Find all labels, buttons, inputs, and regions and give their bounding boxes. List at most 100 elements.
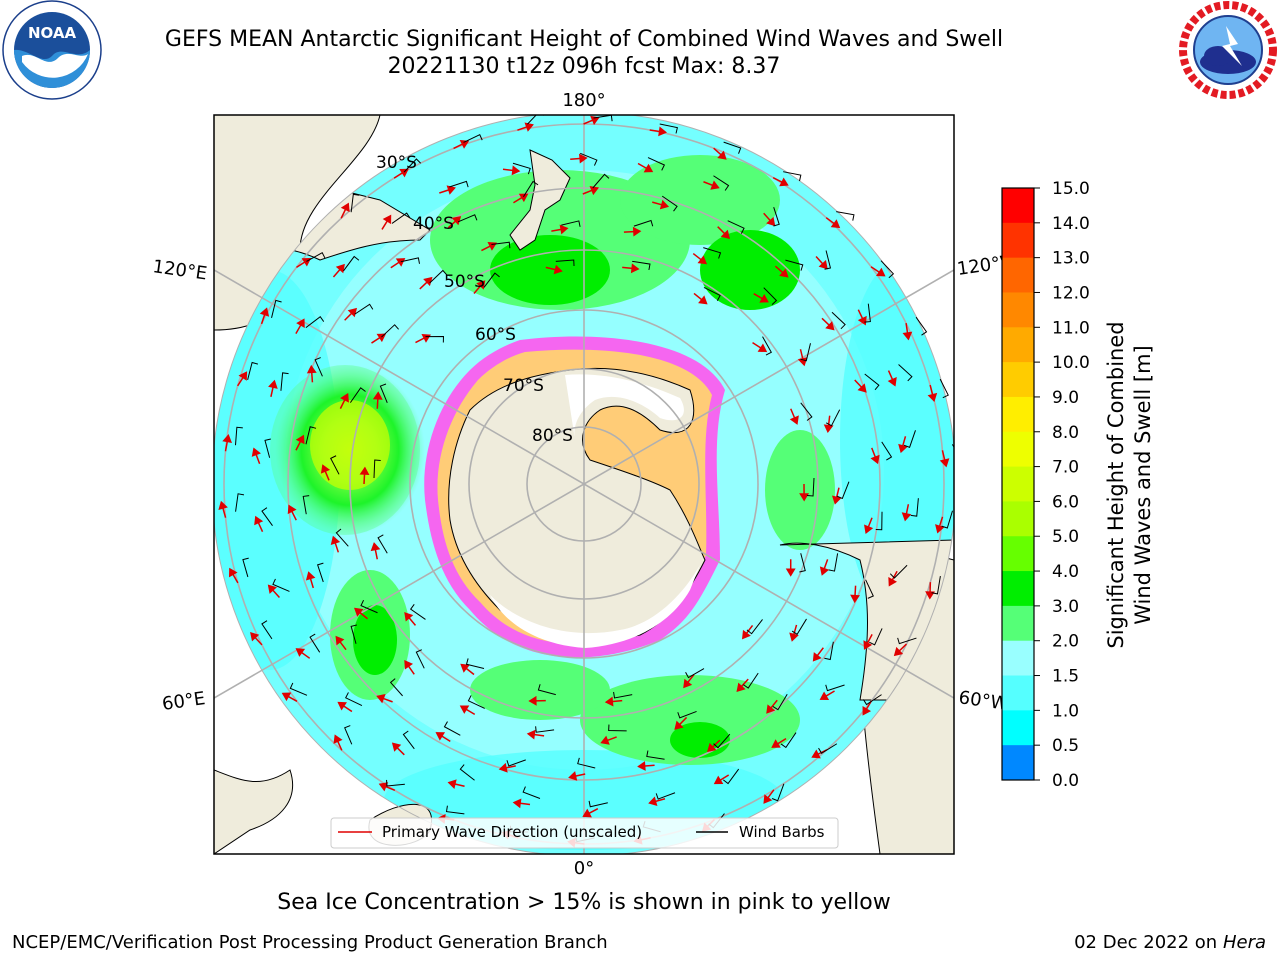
wave-arrow-head bbox=[267, 584, 277, 594]
wind-barb bbox=[467, 695, 485, 709]
wave-arrow-head bbox=[850, 594, 860, 604]
wave-arrow-head bbox=[268, 379, 278, 389]
colorbar-label-line2: Wind Waves and Swell [m] bbox=[1131, 345, 1155, 625]
wave-arrow-head bbox=[582, 808, 592, 818]
colorbar-tick-label: 9.0 bbox=[1052, 388, 1079, 408]
wind-barb bbox=[349, 387, 366, 403]
wave-arrow-head bbox=[925, 591, 936, 600]
wave-arrow-head bbox=[799, 493, 810, 502]
wind-barb bbox=[379, 383, 388, 403]
colorbar-swatch bbox=[1002, 501, 1034, 537]
wind-barb bbox=[723, 768, 740, 785]
wind-barb bbox=[234, 426, 243, 446]
wind-barb bbox=[941, 510, 953, 529]
legend-wave-label: Primary Wave Direction (unscaled) bbox=[382, 823, 642, 841]
wind-barb bbox=[818, 743, 838, 754]
wave-arrow-head bbox=[710, 180, 720, 190]
colorbar-swatch bbox=[1002, 292, 1034, 328]
wave-arrow-head bbox=[698, 295, 708, 305]
wind-barb bbox=[836, 481, 850, 500]
wind-barb bbox=[703, 287, 721, 301]
wave-arrow-head bbox=[579, 153, 588, 164]
wave-arrow-head bbox=[447, 779, 457, 789]
wind-barb bbox=[535, 726, 555, 733]
colorbar-swatch bbox=[1002, 675, 1034, 711]
wave-arrow-head bbox=[766, 216, 776, 227]
wind-barb bbox=[647, 157, 666, 171]
wave-direction-arrows bbox=[218, 115, 950, 848]
wind-barb bbox=[522, 786, 541, 799]
wave-arrow-head bbox=[589, 185, 600, 196]
wave-arrow-head bbox=[306, 364, 317, 374]
wave-arrow-head bbox=[378, 782, 389, 792]
lon-label-180: 180° bbox=[562, 90, 605, 111]
wind-barb bbox=[773, 207, 780, 227]
wind-barb bbox=[825, 684, 845, 692]
wind-barb bbox=[465, 658, 485, 670]
wave-arrow-head bbox=[870, 454, 880, 465]
wind-barb bbox=[305, 426, 317, 445]
wave-arrow-head bbox=[785, 568, 796, 577]
date-host: Hera bbox=[1222, 932, 1266, 953]
wave-arrow-head bbox=[370, 542, 381, 552]
wave-arrow-head bbox=[632, 226, 642, 237]
wind-barb bbox=[373, 459, 381, 479]
wind-barb bbox=[633, 219, 654, 227]
wave-arrow-head bbox=[330, 535, 341, 546]
wave-arrow-head bbox=[875, 267, 886, 277]
wave-arrow-head bbox=[757, 343, 768, 353]
wave-arrow-head bbox=[423, 276, 433, 287]
wind-barb bbox=[402, 730, 415, 750]
wind-barb bbox=[386, 779, 405, 787]
wave-arrow-head bbox=[526, 729, 536, 740]
wind-barb bbox=[350, 624, 358, 644]
wave-arrow-head bbox=[460, 663, 470, 673]
wind-barb bbox=[799, 553, 806, 573]
wave-arrow-head bbox=[568, 771, 578, 781]
wind-barb bbox=[824, 250, 832, 270]
wind-barb bbox=[242, 557, 249, 578]
wind-barb bbox=[762, 336, 772, 356]
wind-barb bbox=[864, 373, 880, 391]
wind-barb bbox=[746, 619, 763, 635]
wave-arrow-head bbox=[399, 168, 409, 178]
wind-barb bbox=[743, 672, 759, 689]
wind-barb bbox=[713, 175, 730, 191]
map-subtitle: 20221130 t12z 096h fcst Max: 8.37 bbox=[387, 54, 781, 79]
wind-barb bbox=[429, 269, 448, 284]
wind-barb bbox=[836, 211, 855, 221]
wave-arrow-head bbox=[818, 260, 828, 270]
wind-barb bbox=[483, 272, 500, 288]
wave-arrow-head bbox=[766, 704, 776, 714]
wind-barb bbox=[865, 579, 874, 599]
wave-arrow-head bbox=[446, 185, 456, 195]
map-legend: Primary Wave Direction (unscaled) Wind B… bbox=[330, 817, 839, 849]
wave-arrow-head bbox=[643, 163, 654, 173]
wave-arrow-head bbox=[404, 659, 414, 670]
lat-label-80: 80°S bbox=[532, 426, 573, 446]
wave-arrow-head bbox=[459, 139, 470, 149]
wind-barb bbox=[785, 259, 804, 271]
wind-barb bbox=[350, 193, 360, 213]
wave-arrow-head bbox=[863, 640, 873, 650]
wind-barb bbox=[632, 260, 651, 271]
wave-arrow-head bbox=[498, 762, 508, 773]
wave-arrow-head bbox=[825, 321, 835, 331]
wave-arrow-head bbox=[296, 318, 305, 328]
wind-barb bbox=[261, 507, 273, 526]
colorbar-tick-label: 6.0 bbox=[1052, 492, 1079, 512]
colorbar-swatch bbox=[1002, 710, 1034, 746]
wind-barb bbox=[646, 750, 665, 760]
colorbar-tick-label: 7.0 bbox=[1052, 458, 1079, 478]
wind-barb bbox=[316, 562, 324, 583]
wave-arrow-head bbox=[901, 512, 912, 522]
wave-arrow-head bbox=[295, 648, 306, 657]
wave-arrow-head bbox=[759, 294, 769, 303]
wave-arrow-head bbox=[335, 263, 345, 274]
wind-barb bbox=[344, 725, 353, 745]
wind-barb bbox=[459, 764, 475, 781]
wind-barb bbox=[903, 430, 916, 448]
wave-arrow-head bbox=[518, 193, 529, 203]
wind-barb bbox=[875, 511, 883, 531]
wind-barb bbox=[330, 455, 340, 475]
